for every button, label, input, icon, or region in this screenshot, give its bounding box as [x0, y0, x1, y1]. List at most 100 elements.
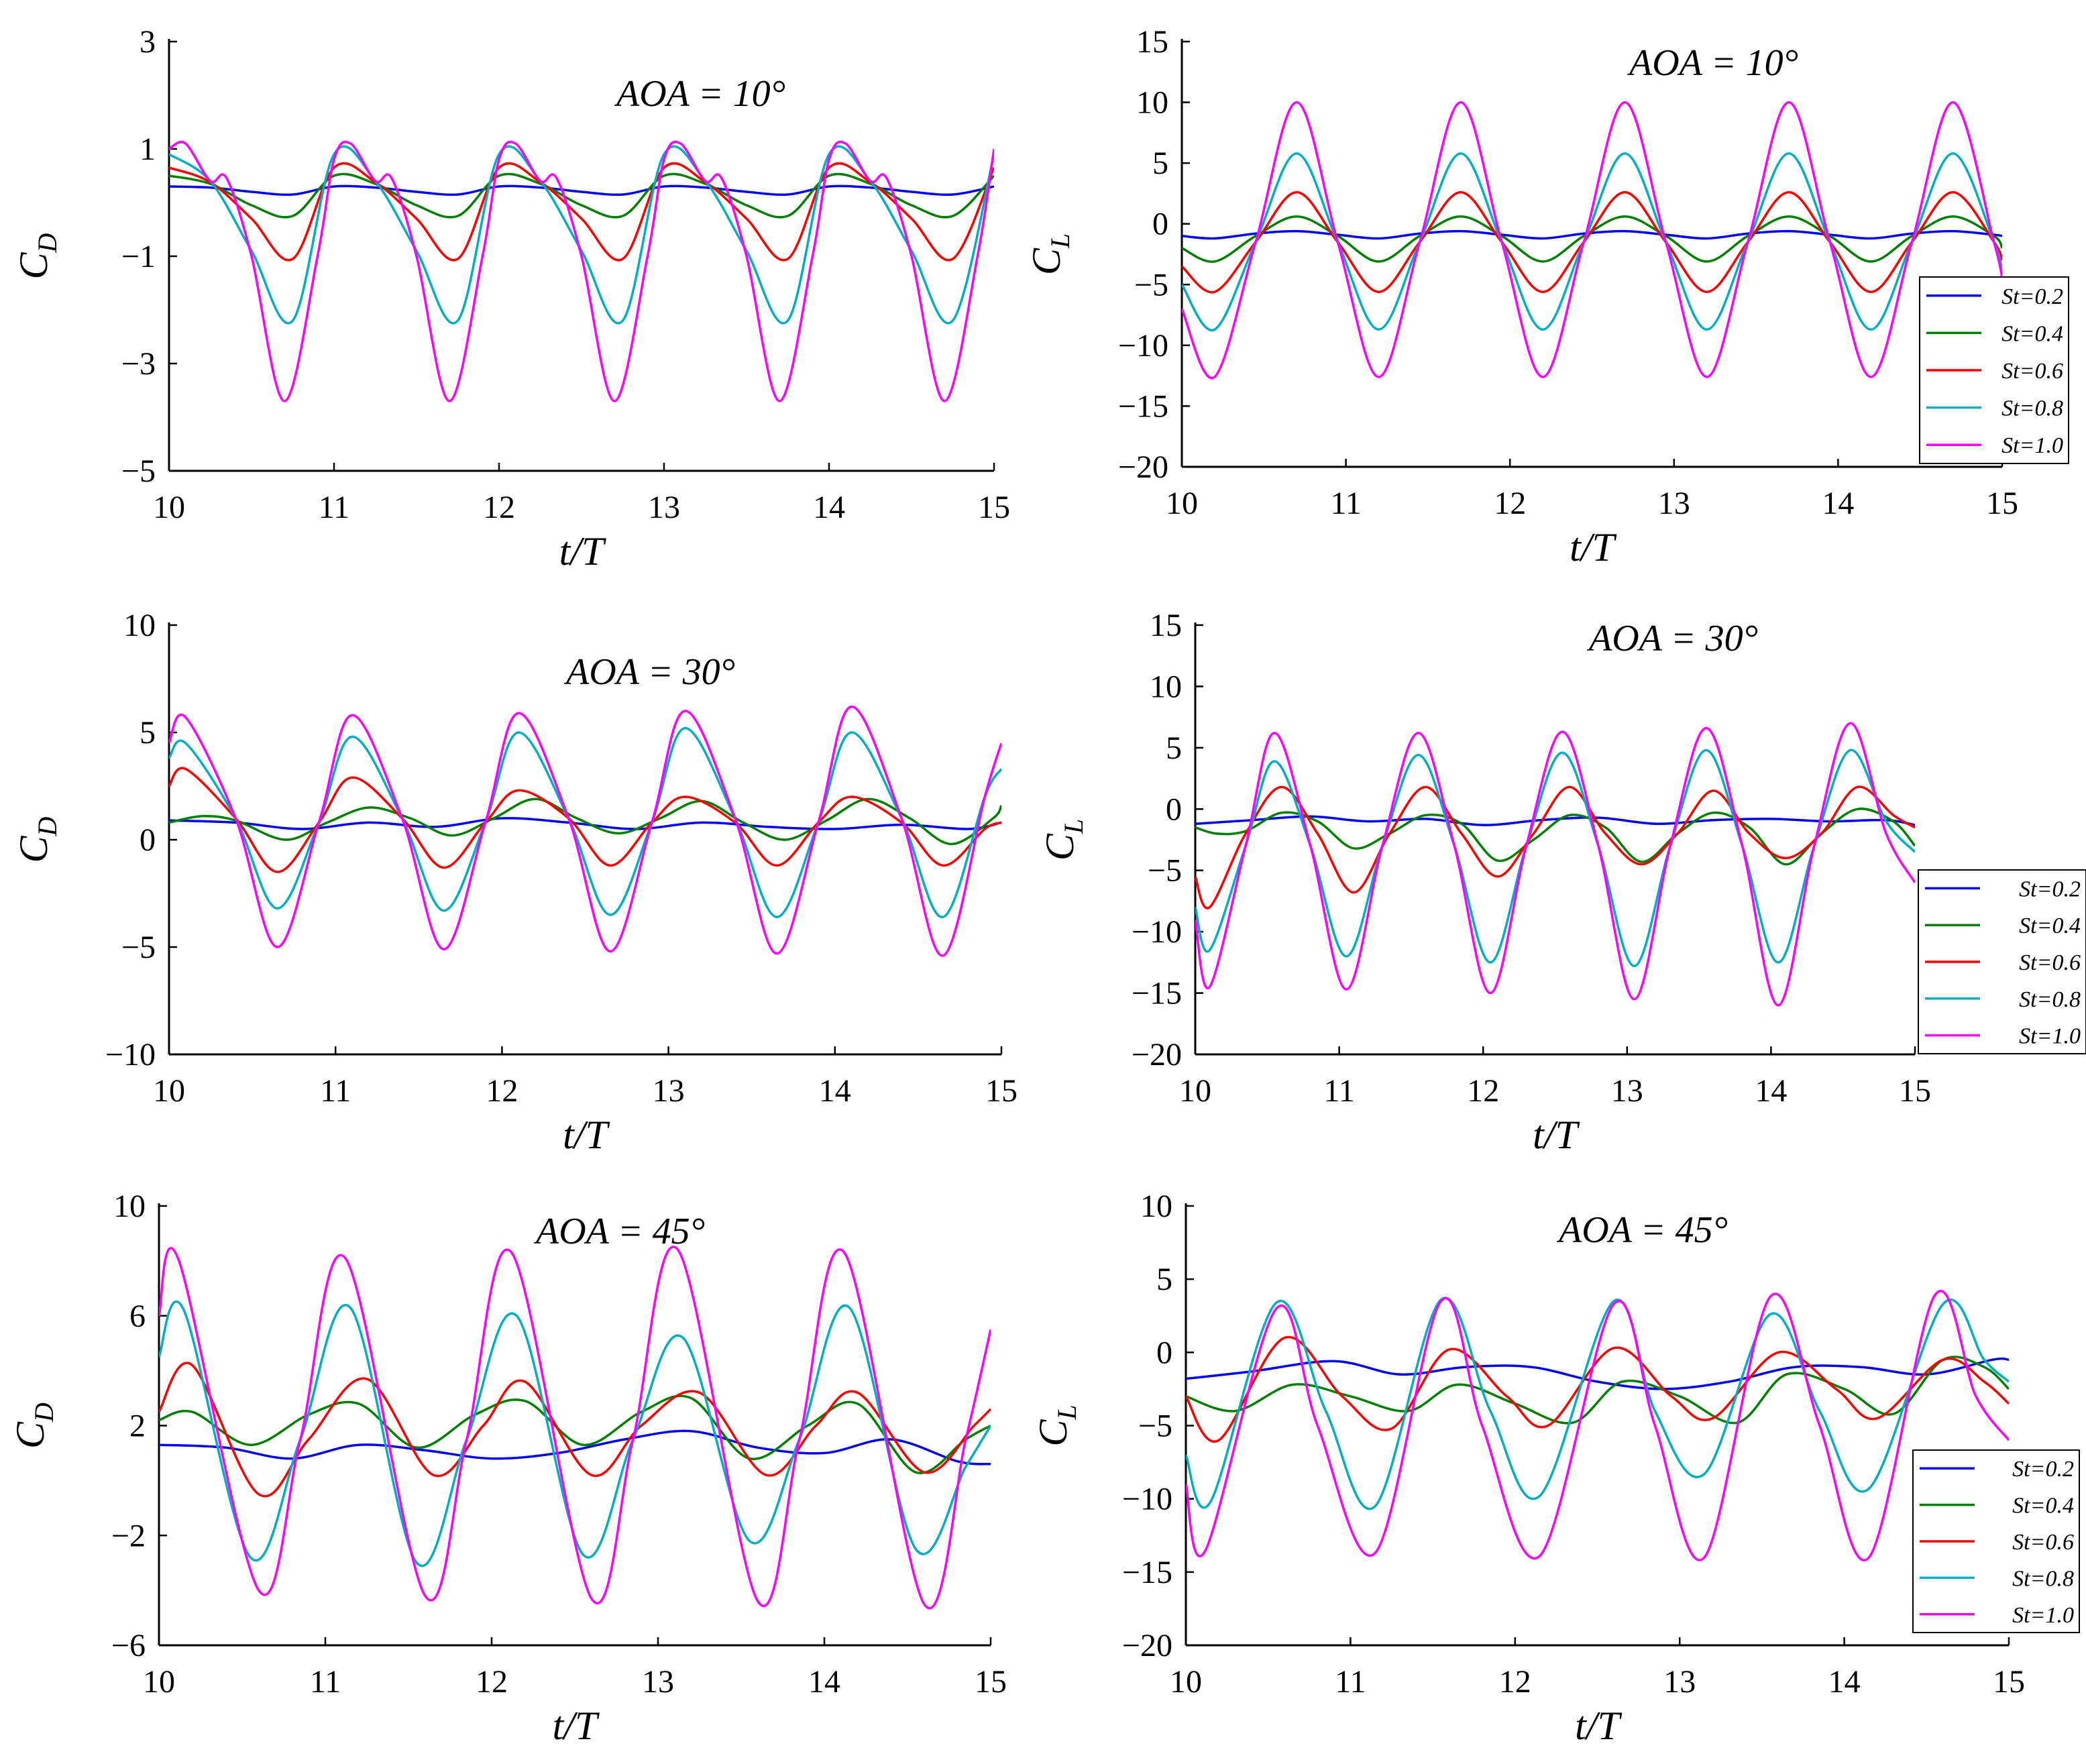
x-tick-label: 10: [153, 490, 185, 525]
x-tick-label: 15: [985, 1073, 1018, 1109]
legend-label: St=0.8: [2019, 987, 2081, 1012]
y-axis-title-main: C: [1031, 1419, 1075, 1447]
x-tick-label: 14: [1828, 1664, 1861, 1700]
series-line-St-02: [1182, 229, 2002, 240]
y-tick-label: 5: [1166, 730, 1182, 766]
series-line-St-02: [1195, 815, 1915, 826]
legend-label: St=1.0: [2019, 1024, 2081, 1049]
legend-label: St=0.4: [2012, 1494, 2074, 1519]
y-tick-label: −10: [105, 1037, 156, 1072]
x-tick-label: 13: [1611, 1073, 1643, 1109]
series-line-St-06: [169, 767, 1001, 873]
series-line-St-04: [169, 797, 1001, 846]
x-tick-label: 11: [1323, 1073, 1354, 1109]
series-line-St-02: [1186, 1357, 2009, 1390]
x-tick-label: 11: [1335, 1664, 1366, 1700]
legend-label: St=0.8: [2001, 396, 2063, 421]
x-tick-label: 11: [319, 490, 349, 525]
x-tick-label: 13: [1663, 1664, 1696, 1700]
panel-title: AOA = 45°: [533, 1211, 705, 1252]
legend: St=0.2 St=0.4 St=0.6 St=0.8 St=1.0: [1918, 869, 2086, 1054]
series-line-St-04: [1186, 1356, 2009, 1425]
x-tick-label: 13: [653, 1073, 685, 1109]
legend-label: St=0.4: [2001, 321, 2063, 346]
y-tick-label: −15: [1118, 388, 1168, 424]
y-tick-label: 15: [1150, 608, 1182, 643]
series-line-St-04: [159, 1394, 991, 1474]
y-axis-title-main: C: [11, 835, 56, 863]
y-axis-title: CD: [8, 1402, 59, 1449]
x-tick-label: 11: [320, 1073, 351, 1109]
legend-label: St=0.4: [2019, 914, 2081, 938]
y-tick-label: 10: [1140, 1189, 1172, 1224]
panel-title: AOA = 10°: [614, 73, 785, 115]
y-tick-label: −6: [111, 1628, 146, 1663]
x-tick-label: 14: [808, 1664, 840, 1700]
legend-label: St=0.6: [2019, 950, 2081, 975]
x-axis-title: t/T: [1570, 525, 1616, 569]
y-tick-label: 0: [140, 822, 156, 858]
y-tick-label: −10: [1132, 914, 1182, 950]
series-group: [159, 1246, 991, 1610]
series-line-St-08: [1186, 1297, 2009, 1510]
x-tick-label: 12: [476, 1664, 508, 1700]
series-line-St-06: [169, 162, 994, 262]
legend-label: St=0.2: [2019, 877, 2081, 901]
x-axis-title: t/T: [559, 529, 606, 573]
x-tick-label: 10: [1170, 1664, 1202, 1700]
y-tick-label: 10: [1136, 85, 1168, 121]
y-tick-label: 5: [1152, 146, 1168, 181]
x-tick-label: 11: [310, 1664, 341, 1700]
legend: St=0.2 St=0.4 St=0.6 St=0.8 St=1.0: [1919, 276, 2069, 464]
legend-label: St=1.0: [2012, 1603, 2074, 1628]
y-tick-label: 0: [1152, 207, 1168, 242]
series-line-St-02: [159, 1429, 991, 1466]
y-tick-label: −5: [121, 453, 156, 489]
legend-label: St=0.6: [2012, 1530, 2074, 1555]
x-tick-label: 13: [648, 490, 680, 525]
panel-title: AOA = 45°: [1556, 1209, 1728, 1251]
legend: St=0.2 St=0.4 St=0.6 St=0.8 St=1.0: [1912, 1449, 2080, 1633]
series-line-St-10: [1195, 722, 1915, 1007]
x-tick-label: 14: [813, 490, 845, 525]
x-tick-label: 12: [486, 1073, 518, 1109]
series-line-St-02: [169, 817, 1001, 830]
series-group: [1182, 101, 2002, 380]
x-tick-label: 13: [1658, 486, 1690, 521]
y-tick-label: −20: [1122, 1628, 1172, 1663]
y-tick-label: 5: [1156, 1262, 1172, 1297]
x-axis-title: t/T: [563, 1113, 610, 1157]
panel-cd-aoa10: 3 1 −1 −3 −510 11 12 13 14 15 t/T CD AOA = 10°: [11, 24, 1010, 573]
series-line-St-10: [159, 1246, 991, 1610]
series-group: [1186, 1289, 2009, 1561]
series-line-St-10: [1182, 101, 2002, 380]
y-axis-title: CD: [11, 233, 62, 279]
panel-title: AOA = 30°: [1586, 618, 1758, 659]
series-line-St-08: [159, 1301, 991, 1567]
x-tick-label: 15: [978, 490, 1010, 525]
series-line-St-08: [169, 145, 994, 325]
panel-title: AOA = 10°: [1627, 42, 1798, 84]
x-tick-label: 15: [1986, 486, 2018, 521]
x-axis-title: t/T: [1533, 1113, 1580, 1157]
x-tick-label: 14: [819, 1073, 851, 1109]
y-tick-label: 2: [129, 1409, 146, 1444]
y-tick-label: 0: [1166, 791, 1182, 827]
panel-title: AOA = 30°: [563, 651, 735, 693]
x-tick-label: 12: [1467, 1073, 1499, 1109]
y-tick-label: −3: [121, 346, 156, 382]
x-tick-label: 14: [1822, 486, 1854, 521]
y-tick-label: 15: [1136, 24, 1168, 60]
series-group: [169, 140, 994, 402]
y-tick-label: −2: [111, 1518, 146, 1553]
x-axis-title: t/T: [553, 1704, 600, 1748]
y-tick-label: −20: [1118, 449, 1168, 485]
legend-label: St=0.8: [2012, 1566, 2074, 1591]
series-line-St-06: [1195, 785, 1915, 909]
series-line-St-10: [169, 140, 994, 402]
series-line-St-04: [169, 172, 994, 219]
